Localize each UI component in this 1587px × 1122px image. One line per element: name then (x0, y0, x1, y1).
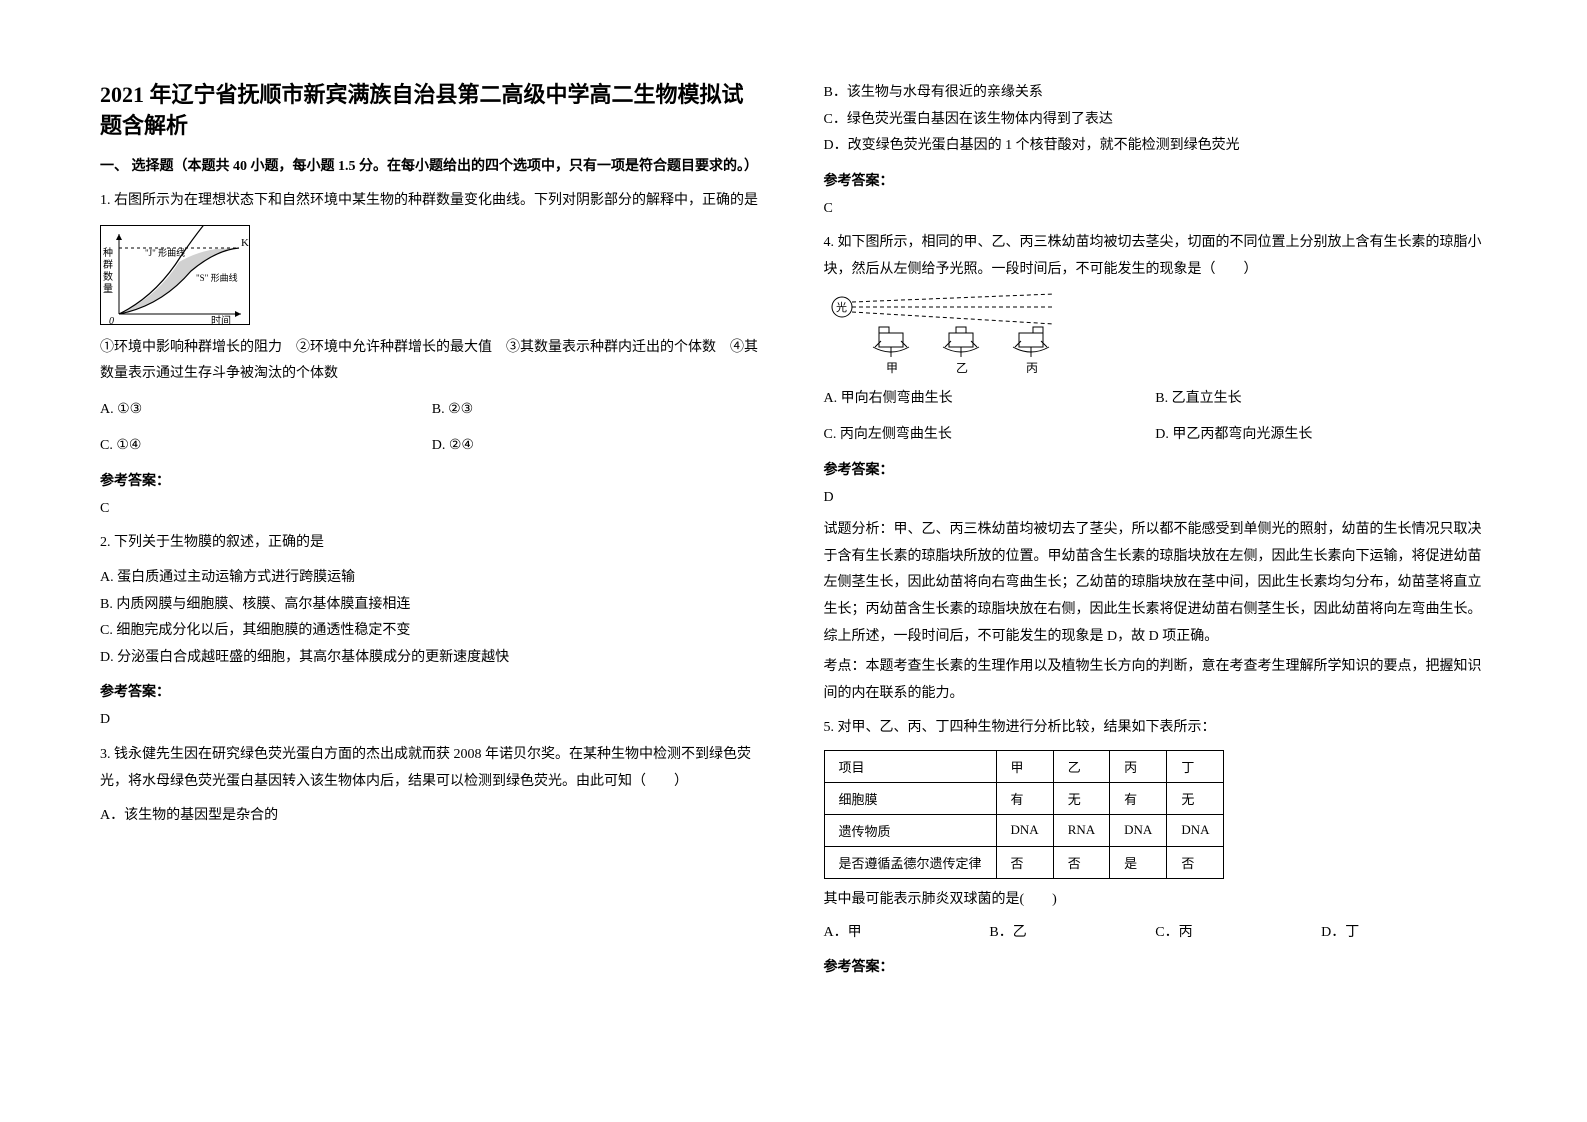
q3-option-b: B．该生物与水母有很近的亲缘关系 (824, 80, 1488, 107)
s-curve-label: "S" 形曲线 (196, 272, 238, 283)
y-axis-label-4: 量 (103, 283, 113, 295)
cell: RNA (1053, 814, 1109, 846)
q5-options: A．甲 B．乙 C．丙 D．丁 (824, 920, 1488, 947)
q5-option-b: B．乙 (989, 920, 1155, 947)
q3-answer: C (824, 196, 1488, 223)
cell: DNA (996, 814, 1053, 846)
q3-option-a: A．该生物的基因型是杂合的 (100, 803, 764, 830)
right-column: B．该生物与水母有很近的亲缘关系 C．绿色荧光蛋白基因在该生物体内得到了表达 D… (824, 80, 1488, 1082)
table-row: 细胞膜 有 无 有 无 (824, 782, 1224, 814)
q5-table: 项目 甲 乙 丙 丁 细胞膜 有 无 有 无 遗传物质 DNA RNA DNA … (824, 750, 1225, 879)
q4-options-row1: A. 甲向右侧弯曲生长 B. 乙直立生长 (824, 385, 1488, 413)
plant-label-3: 丙 (1026, 361, 1038, 375)
q2-answer-label: 参考答案： (100, 681, 764, 701)
q1-answer-label: 参考答案： (100, 470, 764, 490)
q1-option-b: B. ②③ (432, 396, 764, 424)
q3-stem: 3. 钱永健先生因在研究绿色荧光蛋白方面的杰出成就而获 2008 年诺贝尔奖。在… (100, 742, 764, 795)
cell: 否 (1053, 846, 1109, 878)
cell: 是 (1110, 846, 1167, 878)
cell: 有 (1110, 782, 1167, 814)
q4-options-row2: C. 丙向左侧弯曲生长 D. 甲乙丙都弯向光源生长 (824, 421, 1488, 449)
exam-title: 2021 年辽宁省抚顺市新宾满族自治县第二高级中学高二生物模拟试题含解析 (100, 80, 764, 142)
q5-option-c: C．丙 (1155, 920, 1321, 947)
plant-label-1: 甲 (886, 361, 898, 375)
q4-explanation-2: 考点：本题考查生长素的生理作用以及植物生长方向的判断，意在考查考生理解所学知识的… (824, 654, 1488, 707)
q5-option-d: D．丁 (1321, 920, 1487, 947)
q4-answer-label: 参考答案： (824, 459, 1488, 479)
table-row: 是否遵循孟德尔遗传定律 否 否 是 否 (824, 846, 1224, 878)
q1-graph: K 种 群 数 量 "J" 形曲线 "S" 形曲线 时间 0 (100, 225, 250, 325)
q2-answer: D (100, 707, 764, 734)
cell: 无 (1167, 782, 1224, 814)
y-axis-label-3: 数 (103, 270, 113, 283)
table-header-row: 项目 甲 乙 丙 丁 (824, 750, 1224, 782)
q3-answer-label: 参考答案： (824, 170, 1488, 190)
q2-option-d: D. 分泌蛋白合成越旺盛的细胞，其高尔基体膜成分的更新速度越快 (100, 645, 764, 672)
cell: 是否遵循孟德尔遗传定律 (824, 846, 996, 878)
cell: 遗传物质 (824, 814, 996, 846)
q2-option-a: A. 蛋白质通过主动运输方式进行跨膜运输 (100, 565, 764, 592)
q2-option-c: C. 细胞完成分化以后，其细胞膜的通透性稳定不变 (100, 618, 764, 645)
q4-stem: 4. 如下图所示，相同的甲、乙、丙三株幼苗均被切去茎尖，切面的不同位置上分别放上… (824, 230, 1488, 283)
q4-option-d: D. 甲乙丙都弯向光源生长 (1155, 421, 1487, 449)
q5-stem: 5. 对甲、乙、丙、丁四种生物进行分析比较，结果如下表所示： (824, 715, 1488, 742)
j-curve-label: "J" 形曲线 (145, 247, 185, 258)
q1-option-a: A. ①③ (100, 396, 432, 424)
cell: DNA (1167, 814, 1224, 846)
q4-answer: D (824, 485, 1488, 512)
th-1: 甲 (996, 750, 1053, 782)
k-label: K (241, 237, 249, 249)
table-row: 遗传物质 DNA RNA DNA DNA (824, 814, 1224, 846)
q1-options-row1: A. ①③ B. ②③ (100, 396, 764, 424)
q4-explanation-1: 试题分析：甲、乙、丙三株幼苗均被切去了茎尖，所以都不能感受到单侧光的照射，幼苗的… (824, 517, 1488, 650)
q4-option-a: A. 甲向右侧弯曲生长 (824, 385, 1156, 413)
q1-option-d: D. ②④ (432, 432, 764, 460)
th-3: 丙 (1110, 750, 1167, 782)
q2-options: A. 蛋白质通过主动运输方式进行跨膜运输 B. 内质网膜与细胞膜、核膜、高尔基体… (100, 565, 764, 671)
q1-answer: C (100, 496, 764, 523)
cell: 有 (996, 782, 1053, 814)
q5-tail: 其中最可能表示肺炎双球菌的是( ) (824, 887, 1488, 914)
th-2: 乙 (1053, 750, 1109, 782)
q3-option-d: D．改变绿色荧光蛋白基因的 1 个核苷酸对，就不能检测到绿色荧光 (824, 133, 1488, 160)
cell: 否 (1167, 846, 1224, 878)
q5-answer-label: 参考答案： (824, 956, 1488, 976)
q1-statements: ①环境中影响种群增长的阻力 ②环境中允许种群增长的最大值 ③其数量表示种群内迁出… (100, 335, 764, 388)
q4-diagram: 光 甲 乙 (824, 292, 1074, 377)
q3-options-left: A．该生物的基因型是杂合的 (100, 803, 764, 830)
left-column: 2021 年辽宁省抚顺市新宾满族自治县第二高级中学高二生物模拟试题含解析 一、 … (100, 80, 764, 1082)
x-axis-label: 时间 (211, 314, 231, 326)
population-curve-svg: K 种 群 数 量 "J" 形曲线 "S" 形曲线 时间 0 (101, 226, 251, 326)
q1-option-c: C. ①④ (100, 432, 432, 460)
cell: 否 (996, 846, 1053, 878)
plant-label-2: 乙 (956, 361, 968, 375)
th-4: 丁 (1167, 750, 1224, 782)
light-label: 光 (836, 300, 847, 314)
seedling-diagram-svg: 光 甲 乙 (824, 292, 1074, 377)
svg-text:0: 0 (109, 316, 114, 326)
q4-option-c: C. 丙向左侧弯曲生长 (824, 421, 1156, 449)
q3-options-right: B．该生物与水母有很近的亲缘关系 C．绿色荧光蛋白基因在该生物体内得到了表达 D… (824, 80, 1488, 160)
y-axis-label-1: 种 (103, 246, 113, 259)
section-1-heading: 一、 选择题（本题共 40 小题，每小题 1.5 分。在每小题给出的四个选项中，… (100, 156, 764, 178)
q2-stem: 2. 下列关于生物膜的叙述，正确的是 (100, 530, 764, 557)
cell: 无 (1053, 782, 1109, 814)
q1-options-row2: C. ①④ D. ②④ (100, 432, 764, 460)
q3-option-c: C．绿色荧光蛋白基因在该生物体内得到了表达 (824, 107, 1488, 134)
cell: 细胞膜 (824, 782, 996, 814)
q4-option-b: B. 乙直立生长 (1155, 385, 1487, 413)
q5-option-a: A．甲 (824, 920, 990, 947)
th-0: 项目 (824, 750, 996, 782)
q1-stem: 1. 右图所示为在理想状态下和自然环境中某生物的种群数量变化曲线。下列对阴影部分… (100, 188, 764, 215)
cell: DNA (1110, 814, 1167, 846)
y-axis-label-2: 群 (103, 258, 113, 271)
q2-option-b: B. 内质网膜与细胞膜、核膜、高尔基体膜直接相连 (100, 592, 764, 619)
